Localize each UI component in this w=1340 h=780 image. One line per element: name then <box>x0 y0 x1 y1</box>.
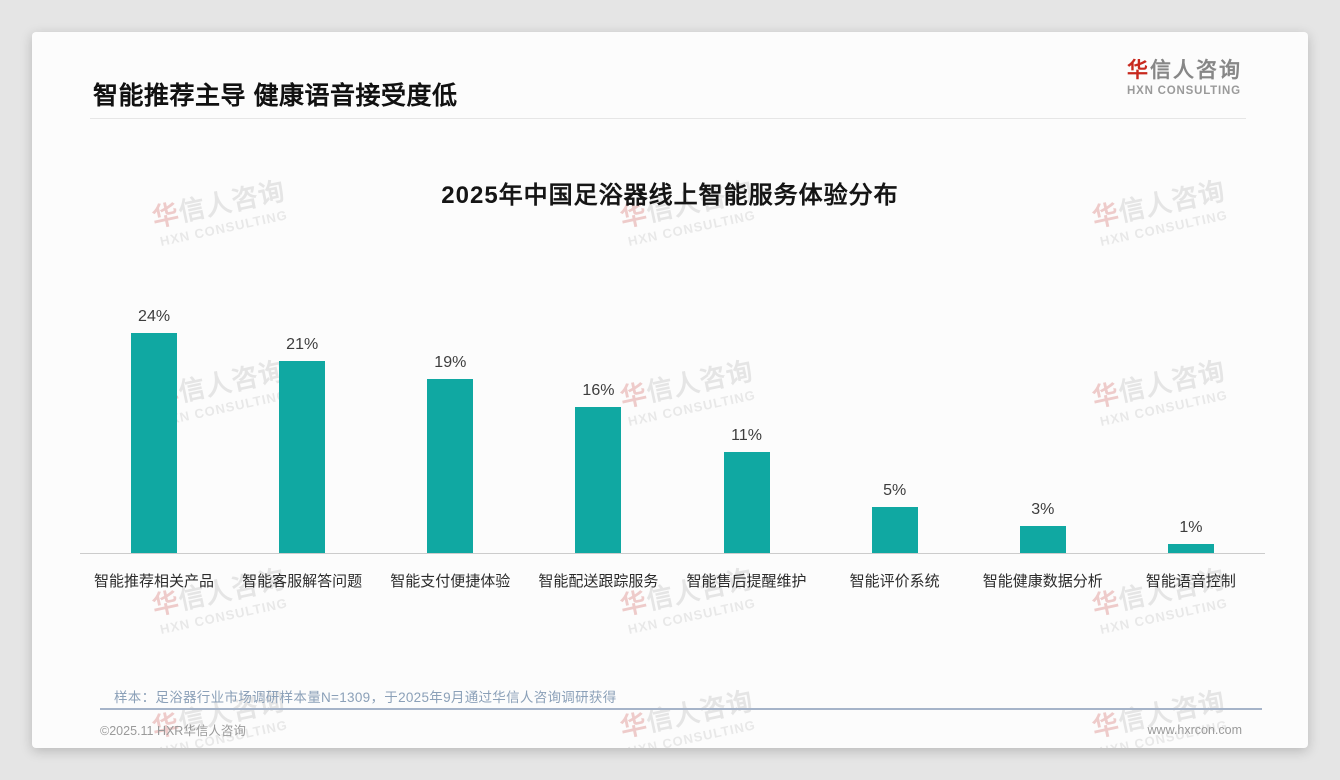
category-label: 智能售后提醒维护 <box>686 573 807 590</box>
category-label: 智能配送跟踪服务 <box>538 573 659 590</box>
bar-column: 5% <box>821 482 969 553</box>
bar-column: 24% <box>80 308 228 553</box>
header-divider <box>90 118 1246 119</box>
category-label: 智能推荐相关产品 <box>94 573 215 590</box>
watermark-en: HXN CONSULTING <box>626 595 758 637</box>
bar <box>575 407 622 553</box>
footer: ©2025.11 HXR华信人咨询 www.hxrcon.com <box>100 720 1242 739</box>
bar-column: 3% <box>969 501 1117 553</box>
bar-column: 16% <box>524 382 672 553</box>
bar-value-label: 16% <box>582 382 615 399</box>
bar-value-label: 11% <box>731 427 762 444</box>
category-axis: 智能推荐相关产品 智能客服解答问题 智能支付便捷体验 智能配送跟踪服务 智能售后提醒维护… <box>80 553 1265 591</box>
category-label: 智能客服解答问题 <box>242 573 363 590</box>
bar <box>279 361 326 553</box>
chart-title: 2025年中国足浴器线上智能服务体验分布 <box>441 182 899 209</box>
bar <box>131 333 178 553</box>
brand-logo-cn: 华信人咨询 <box>1127 58 1242 84</box>
bar <box>871 507 918 553</box>
copyright-text: ©2025.11 HXR华信人咨询 <box>100 724 246 738</box>
brand-logo: 华信人咨询 HXN CONSULTING <box>1127 58 1242 97</box>
watermark-en: HXN CONSULTING <box>1098 207 1230 249</box>
bar-chart: 24% 21% 19% 16% 11% 5% 3% 1% 智能推荐相关产品 智能客服解答问题 智能… <box>80 303 1265 591</box>
watermark-en: HXN CONSULTING <box>626 207 758 249</box>
watermark-en: HXN CONSULTING <box>158 207 290 249</box>
bar <box>1019 526 1066 553</box>
bar-column: 19% <box>376 354 524 553</box>
brand-logo-en: HXN CONSULTING <box>1127 85 1241 98</box>
slide-card: 华信人咨询 HXN CONSULTING 华信人咨询 HXN CONSULTING 华信… <box>32 32 1308 748</box>
watermark-en: HXN CONSULTING <box>1098 595 1230 637</box>
bar-column: 1% <box>1117 519 1265 553</box>
bar-value-label: 3% <box>1031 501 1055 518</box>
category-label: 智能支付便捷体验 <box>390 573 511 590</box>
category-label: 智能语音控制 <box>1145 573 1236 590</box>
bar-column: 21% <box>228 336 376 553</box>
footer-divider <box>100 708 1262 710</box>
watermark-en: HXN CONSULTING <box>158 595 290 637</box>
bar-value-label: 1% <box>1179 519 1203 536</box>
bar-value-label: 24% <box>138 308 171 325</box>
bars-row: 24% 21% 19% 16% 11% 5% 3% 1% <box>80 303 1265 553</box>
page-title: 智能推荐主导 健康语音接受度低 <box>93 82 458 110</box>
category-label: 智能评价系统 <box>849 573 940 590</box>
bar <box>723 452 770 553</box>
category-label: 智能健康数据分析 <box>982 573 1103 590</box>
bar-column: 11% <box>673 427 821 553</box>
bar <box>1167 544 1214 553</box>
bar-value-label: 5% <box>883 482 907 499</box>
bar <box>427 379 474 553</box>
bar-value-label: 19% <box>434 354 467 371</box>
brand-logo-cn-accent: 华 <box>1127 59 1150 82</box>
website-link[interactable]: www.hxrcon.com <box>1147 722 1242 737</box>
bar-value-label: 21% <box>286 336 319 353</box>
sample-note: 样本：足浴器行业市场调研样本量N=1309，于2025年9月通过华信人咨询调研获… <box>114 690 617 705</box>
brand-logo-cn-rest: 信人咨询 <box>1150 59 1242 82</box>
